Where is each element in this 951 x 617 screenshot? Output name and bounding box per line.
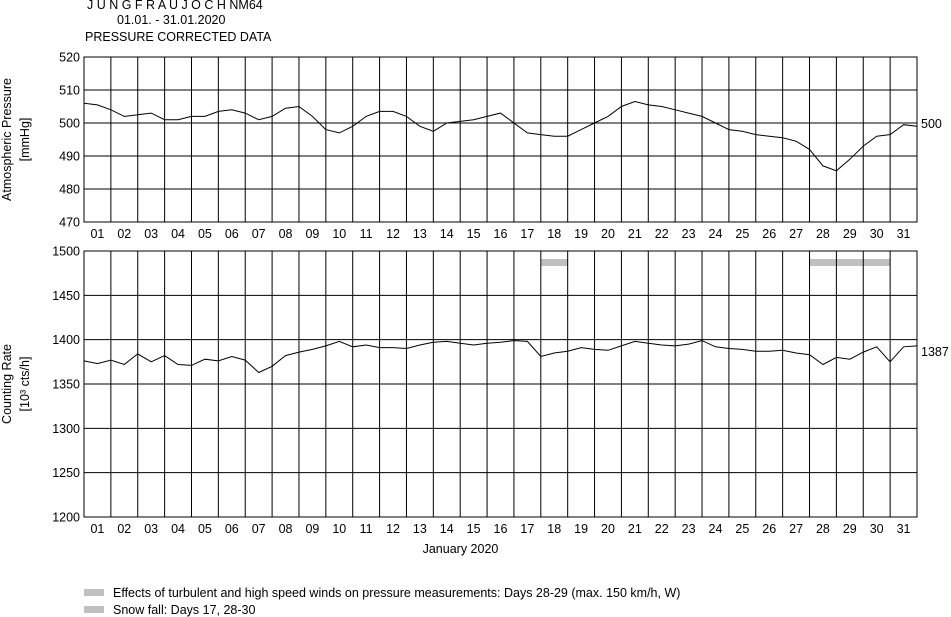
station-name: J U N G F R A U J O C H <box>87 0 226 12</box>
counting-rate-xtick-label: 23 <box>682 522 696 536</box>
counting-rate-ytick-label: 1250 <box>52 466 80 480</box>
counting-rate-xtick-label: 04 <box>171 522 185 536</box>
counting-rate-xtick-label: 26 <box>762 522 776 536</box>
pressure-xtick-label: 31 <box>897 227 911 241</box>
pressure-xtick-label: 24 <box>709 227 723 241</box>
pressure-xtick-label: 23 <box>682 227 696 241</box>
pressure-yunit: [mmHg] <box>18 118 32 162</box>
counting-rate-reference-label: 1387 <box>921 345 949 359</box>
pressure-xtick-label: 08 <box>279 227 293 241</box>
pressure-xtick-label: 16 <box>494 227 508 241</box>
counting-rate-xtick-label: 21 <box>628 522 642 536</box>
pressure-xtick-label: 19 <box>574 227 588 241</box>
pressure-xtick-label: 28 <box>816 227 830 241</box>
counting-rate-xtick-label: 01 <box>90 522 104 536</box>
pressure-xtick-label: 14 <box>440 227 454 241</box>
counting-rate-ytick-label: 1450 <box>52 289 80 303</box>
counting-rate-xlabel: January 2020 <box>423 542 499 556</box>
pressure-xtick-label: 13 <box>413 227 427 241</box>
pressure-ytick-label: 470 <box>59 216 80 230</box>
counting-rate-xtick-label: 17 <box>520 522 534 536</box>
pressure-xtick-label: 30 <box>870 227 884 241</box>
counting-rate-xtick-label: 18 <box>547 522 561 536</box>
counting-rate-xtick-label: 15 <box>467 522 481 536</box>
counting-rate-yunit: [10³ cts/h] <box>18 357 32 412</box>
monitor-name: NM64 <box>229 0 263 12</box>
pressure-ytick-label: 480 <box>59 183 80 197</box>
pressure-frame <box>83 56 918 223</box>
pressure-xtick-label: 20 <box>601 227 615 241</box>
legend-label-snow: Snow fall: Days 17, 28-30 <box>113 603 255 617</box>
pressure-xtick-label: 01 <box>90 227 104 241</box>
pressure-xtick-label: 18 <box>547 227 561 241</box>
counting-rate-xtick-label: 02 <box>117 522 131 536</box>
pressure-xtick-label: 17 <box>520 227 534 241</box>
counting-rate-ytick-label: 1350 <box>52 378 80 392</box>
counting-rate-xtick-label: 22 <box>655 522 669 536</box>
pressure-ytick-label: 510 <box>59 84 80 98</box>
pressure-xtick-label: 29 <box>843 227 857 241</box>
pressure-reference-label: 500 <box>921 117 942 131</box>
pressure-xtick-label: 09 <box>305 227 319 241</box>
pressure-ytick-label: 490 <box>59 150 80 164</box>
pressure-xtick-label: 15 <box>467 227 481 241</box>
counting-rate-xtick-label: 11 <box>360 522 373 536</box>
counting-rate-series-line <box>83 340 918 374</box>
counting-rate-frame <box>83 250 918 518</box>
counting-rate-xtick-label: 03 <box>144 522 158 536</box>
counting-rate-shaded-period-2 <box>809 259 891 266</box>
counting-rate-xtick-label: 06 <box>225 522 239 536</box>
legend-swatch-snow <box>84 606 104 613</box>
subtitle: PRESSURE CORRECTED DATA <box>85 30 272 44</box>
counting-rate-xtick-label: 16 <box>494 522 508 536</box>
counting-rate-ylabel: Counting Rate <box>0 344 14 424</box>
counting-rate-xtick-label: 09 <box>305 522 319 536</box>
counting-rate-xtick-label: 20 <box>601 522 615 536</box>
pressure-xtick-label: 22 <box>655 227 669 241</box>
counting-rate-xtick-label: 28 <box>816 522 830 536</box>
pressure-xtick-label: 06 <box>225 227 239 241</box>
counting-rate-xtick-label: 07 <box>252 522 266 536</box>
counting-rate-ytick-label: 1200 <box>52 511 80 525</box>
period-label: 01.01. - 31.01.2020 <box>117 13 226 27</box>
pressure-xtick-label: 26 <box>762 227 776 241</box>
counting-rate-xtick-label: 27 <box>789 522 803 536</box>
pressure-xtick-label: 21 <box>628 227 642 241</box>
counting-rate-xtick-label: 31 <box>897 522 911 536</box>
legend-swatch-wind <box>84 589 104 596</box>
counting-rate-ytick-label: 1400 <box>52 333 80 347</box>
pressure-xtick-label: 11 <box>360 227 373 241</box>
counting-rate-shaded-period-1 <box>540 259 568 266</box>
counting-rate-ytick-label: 1500 <box>52 245 80 259</box>
counting-rate-xtick-label: 08 <box>279 522 293 536</box>
pressure-xtick-label: 04 <box>171 227 185 241</box>
counting-rate-ytick-label: 1300 <box>52 422 80 436</box>
pressure-xtick-label: 02 <box>117 227 131 241</box>
counting-rate-xtick-label: 30 <box>870 522 884 536</box>
counting-rate-xtick-label: 14 <box>440 522 454 536</box>
pressure-xtick-label: 03 <box>144 227 158 241</box>
pressure-xtick-label: 25 <box>735 227 749 241</box>
pressure-series-line <box>83 100 918 172</box>
counting-rate-xtick-label: 25 <box>735 522 749 536</box>
pressure-xtick-label: 05 <box>198 227 212 241</box>
pressure-xtick-label: 12 <box>386 227 400 241</box>
pressure-ytick-label: 520 <box>59 51 80 65</box>
pressure-xtick-label: 07 <box>252 227 266 241</box>
station-title: J U N G F R A U J O C H NM64 <box>87 0 263 12</box>
counting-rate-xtick-label: 05 <box>198 522 212 536</box>
counting-rate-xtick-label: 13 <box>413 522 427 536</box>
counting-rate-xtick-label: 24 <box>709 522 723 536</box>
counting-rate-xtick-label: 12 <box>386 522 400 536</box>
counting-rate-xtick-label: 19 <box>574 522 588 536</box>
pressure-ylabel: Atmospheric Pressure <box>0 78 14 201</box>
pressure-ytick-label: 500 <box>59 117 80 131</box>
counting-rate-xtick-label: 10 <box>332 522 346 536</box>
counting-rate-xtick-label: 29 <box>843 522 857 536</box>
pressure-xtick-label: 27 <box>789 227 803 241</box>
legend-label-wind: Effects of turbulent and high speed wind… <box>113 586 680 600</box>
pressure-xtick-label: 10 <box>332 227 346 241</box>
